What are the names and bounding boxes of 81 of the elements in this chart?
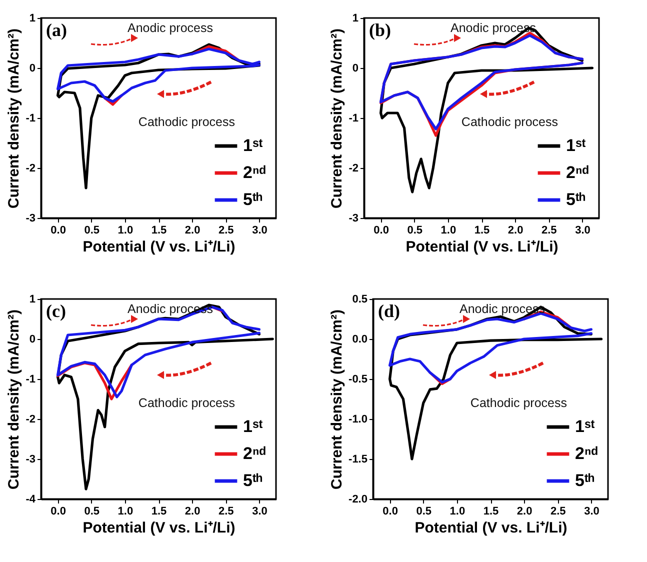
x-tick-label: 2.0 [508, 224, 524, 236]
y-tick-label: -2 [26, 414, 36, 426]
annotation: Anodic process [450, 21, 536, 35]
x-tick-label: 1.5 [483, 506, 499, 518]
chart-title: (a) [46, 20, 67, 40]
y-axis-title: Current density (mA/cm²) [6, 309, 23, 490]
annotation: Cathodic process [138, 115, 235, 129]
y-tick-label: -2 [348, 162, 358, 174]
legend-label: 5ᵗʰ [243, 190, 262, 209]
annotation: Cathodic process [461, 115, 558, 129]
x-tick-label: 1.5 [474, 224, 490, 236]
x-axis-title: Potential (V vs. Li⁺/Li) [406, 238, 558, 256]
y-tick-label: -4 [26, 494, 36, 506]
legend-label: 5ᵗʰ [243, 471, 262, 490]
y-tick-label: -3 [348, 212, 358, 224]
x-tick-label: 0.5 [84, 224, 100, 236]
chart-title: (d) [378, 301, 400, 321]
x-tick-label: 2.5 [218, 506, 234, 518]
x-tick-label: 1.0 [440, 224, 456, 236]
x-tick-label: 0.5 [416, 506, 432, 518]
x-tick-label: 0.0 [50, 506, 66, 518]
y-tick-label: 0 [352, 62, 358, 74]
y-tick-label: 1 [29, 294, 36, 306]
legend-label: 5ᵗʰ [566, 190, 586, 209]
y-tick-label: 0.5 [352, 294, 368, 306]
y-axis-title: Current density (mA/cm²) [6, 28, 23, 209]
y-axis-title: Current density (mA/cm²) [328, 309, 346, 490]
x-tick-label: 3.0 [584, 506, 600, 518]
y-tick-label: -2.0 [348, 494, 368, 506]
x-tick-label: 2.5 [550, 506, 566, 518]
y-tick-label: -1 [26, 112, 36, 124]
x-tick-label: 1.5 [151, 506, 167, 518]
legend-label: 2ⁿᵈ [243, 444, 266, 463]
legend-label: 2ⁿᵈ [575, 444, 598, 463]
x-tick-label: 0.0 [374, 224, 389, 236]
y-tick-label: 1 [352, 12, 358, 24]
annotation: Anodic process [128, 21, 213, 35]
x-tick-label: 1.0 [450, 506, 466, 518]
x-tick-label: 3.0 [252, 224, 268, 236]
legend-label: 2ⁿᵈ [243, 163, 266, 182]
legend-label: 5ᵗʰ [575, 471, 594, 490]
annotation: Cathodic process [470, 396, 567, 410]
x-tick-label: 3.0 [252, 506, 268, 518]
x-axis-title: Potential (V vs. Li⁺/Li) [82, 520, 236, 536]
y-tick-label: 0 [29, 334, 36, 346]
line-series [56, 48, 261, 103]
legend-label: 1ˢᵗ [575, 417, 595, 436]
y-tick-label: -3 [26, 454, 36, 466]
x-tick-label: 2.5 [218, 224, 234, 236]
y-tick-label: 0.0 [352, 334, 368, 346]
y-tick-label: -1.5 [348, 454, 368, 466]
y-tick-label: -0.5 [348, 374, 368, 386]
y-tick-label: 0 [29, 62, 36, 74]
x-tick-label: 0.5 [407, 224, 423, 236]
y-tick-label: -1 [348, 112, 358, 124]
legend-label: 1ˢᵗ [566, 136, 586, 155]
x-tick-label: 2.5 [541, 224, 557, 236]
y-tick-label: -1.0 [348, 414, 368, 426]
x-tick-label: 2.0 [516, 506, 532, 518]
x-tick-label: 1.0 [118, 224, 134, 236]
x-tick-label: 0.0 [50, 224, 66, 236]
x-tick-label: 0.0 [382, 506, 398, 518]
y-tick-label: 1 [29, 12, 36, 24]
chart-title: (c) [46, 301, 66, 321]
y-axis-title: Current density (mA/cm²) [328, 28, 346, 209]
x-tick-label: 2.0 [184, 506, 200, 518]
x-tick-label: 1.5 [151, 224, 167, 236]
x-axis-title: Potential (V vs. Li⁺/Li) [414, 520, 568, 536]
y-tick-label: -2 [26, 162, 36, 174]
x-axis-title: Potential (V vs. Li⁺/Li) [82, 238, 236, 256]
x-tick-label: 0.5 [84, 506, 100, 518]
y-tick-label: -3 [26, 212, 36, 224]
annotation: Cathodic process [138, 396, 235, 410]
x-tick-label: 3.0 [575, 224, 590, 236]
legend-label: 1ˢᵗ [243, 136, 263, 155]
legend-label: 2ⁿᵈ [566, 163, 590, 182]
y-tick-label: -1 [26, 374, 36, 386]
x-tick-label: 2.0 [184, 224, 200, 236]
chart-title: (b) [369, 20, 392, 40]
legend-label: 1ˢᵗ [243, 417, 263, 436]
x-tick-label: 1.0 [118, 506, 134, 518]
